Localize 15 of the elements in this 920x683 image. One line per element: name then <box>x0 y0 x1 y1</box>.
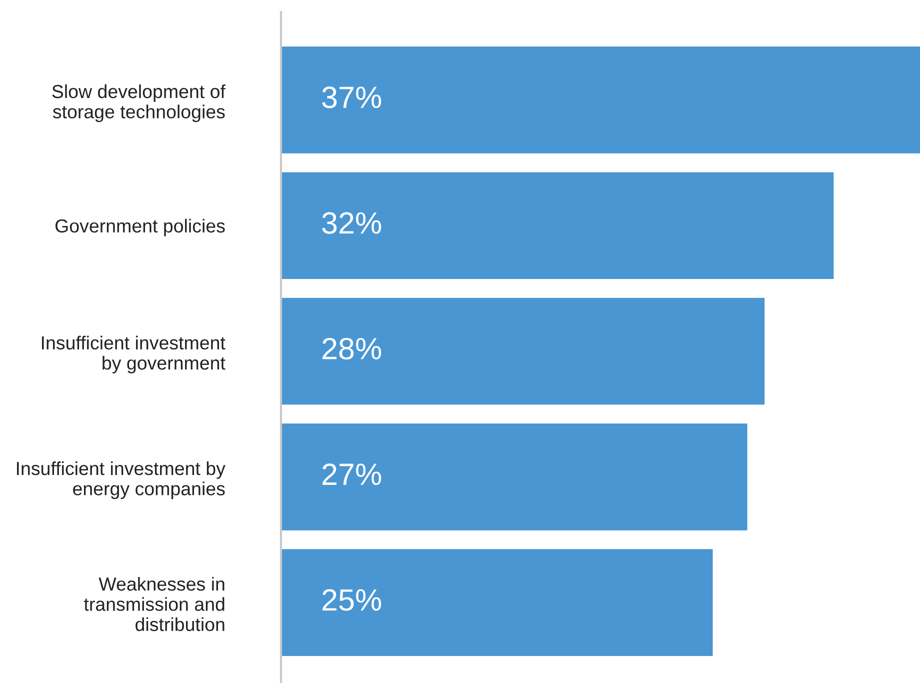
data-label: 27% <box>322 463 382 486</box>
data-label: 32% <box>322 212 382 234</box>
y-tick-label: Government policies <box>55 218 225 236</box>
data-label: 25% <box>322 589 382 611</box>
y-tick-label: Slow development of storage technologies <box>52 84 226 122</box>
bar <box>281 172 834 280</box>
bar <box>281 424 748 530</box>
y-tick-label: Insufficient investment by government <box>42 336 226 374</box>
bar <box>281 549 713 656</box>
data-label: 37% <box>322 86 382 108</box>
bar <box>281 298 765 405</box>
data-label: 28% <box>322 338 382 360</box>
y-tick-label: Insufficient investment by energy companies <box>17 461 226 500</box>
y-tick-label: Weaknesses in transmission and distribution <box>84 576 224 632</box>
bar <box>281 46 920 154</box>
